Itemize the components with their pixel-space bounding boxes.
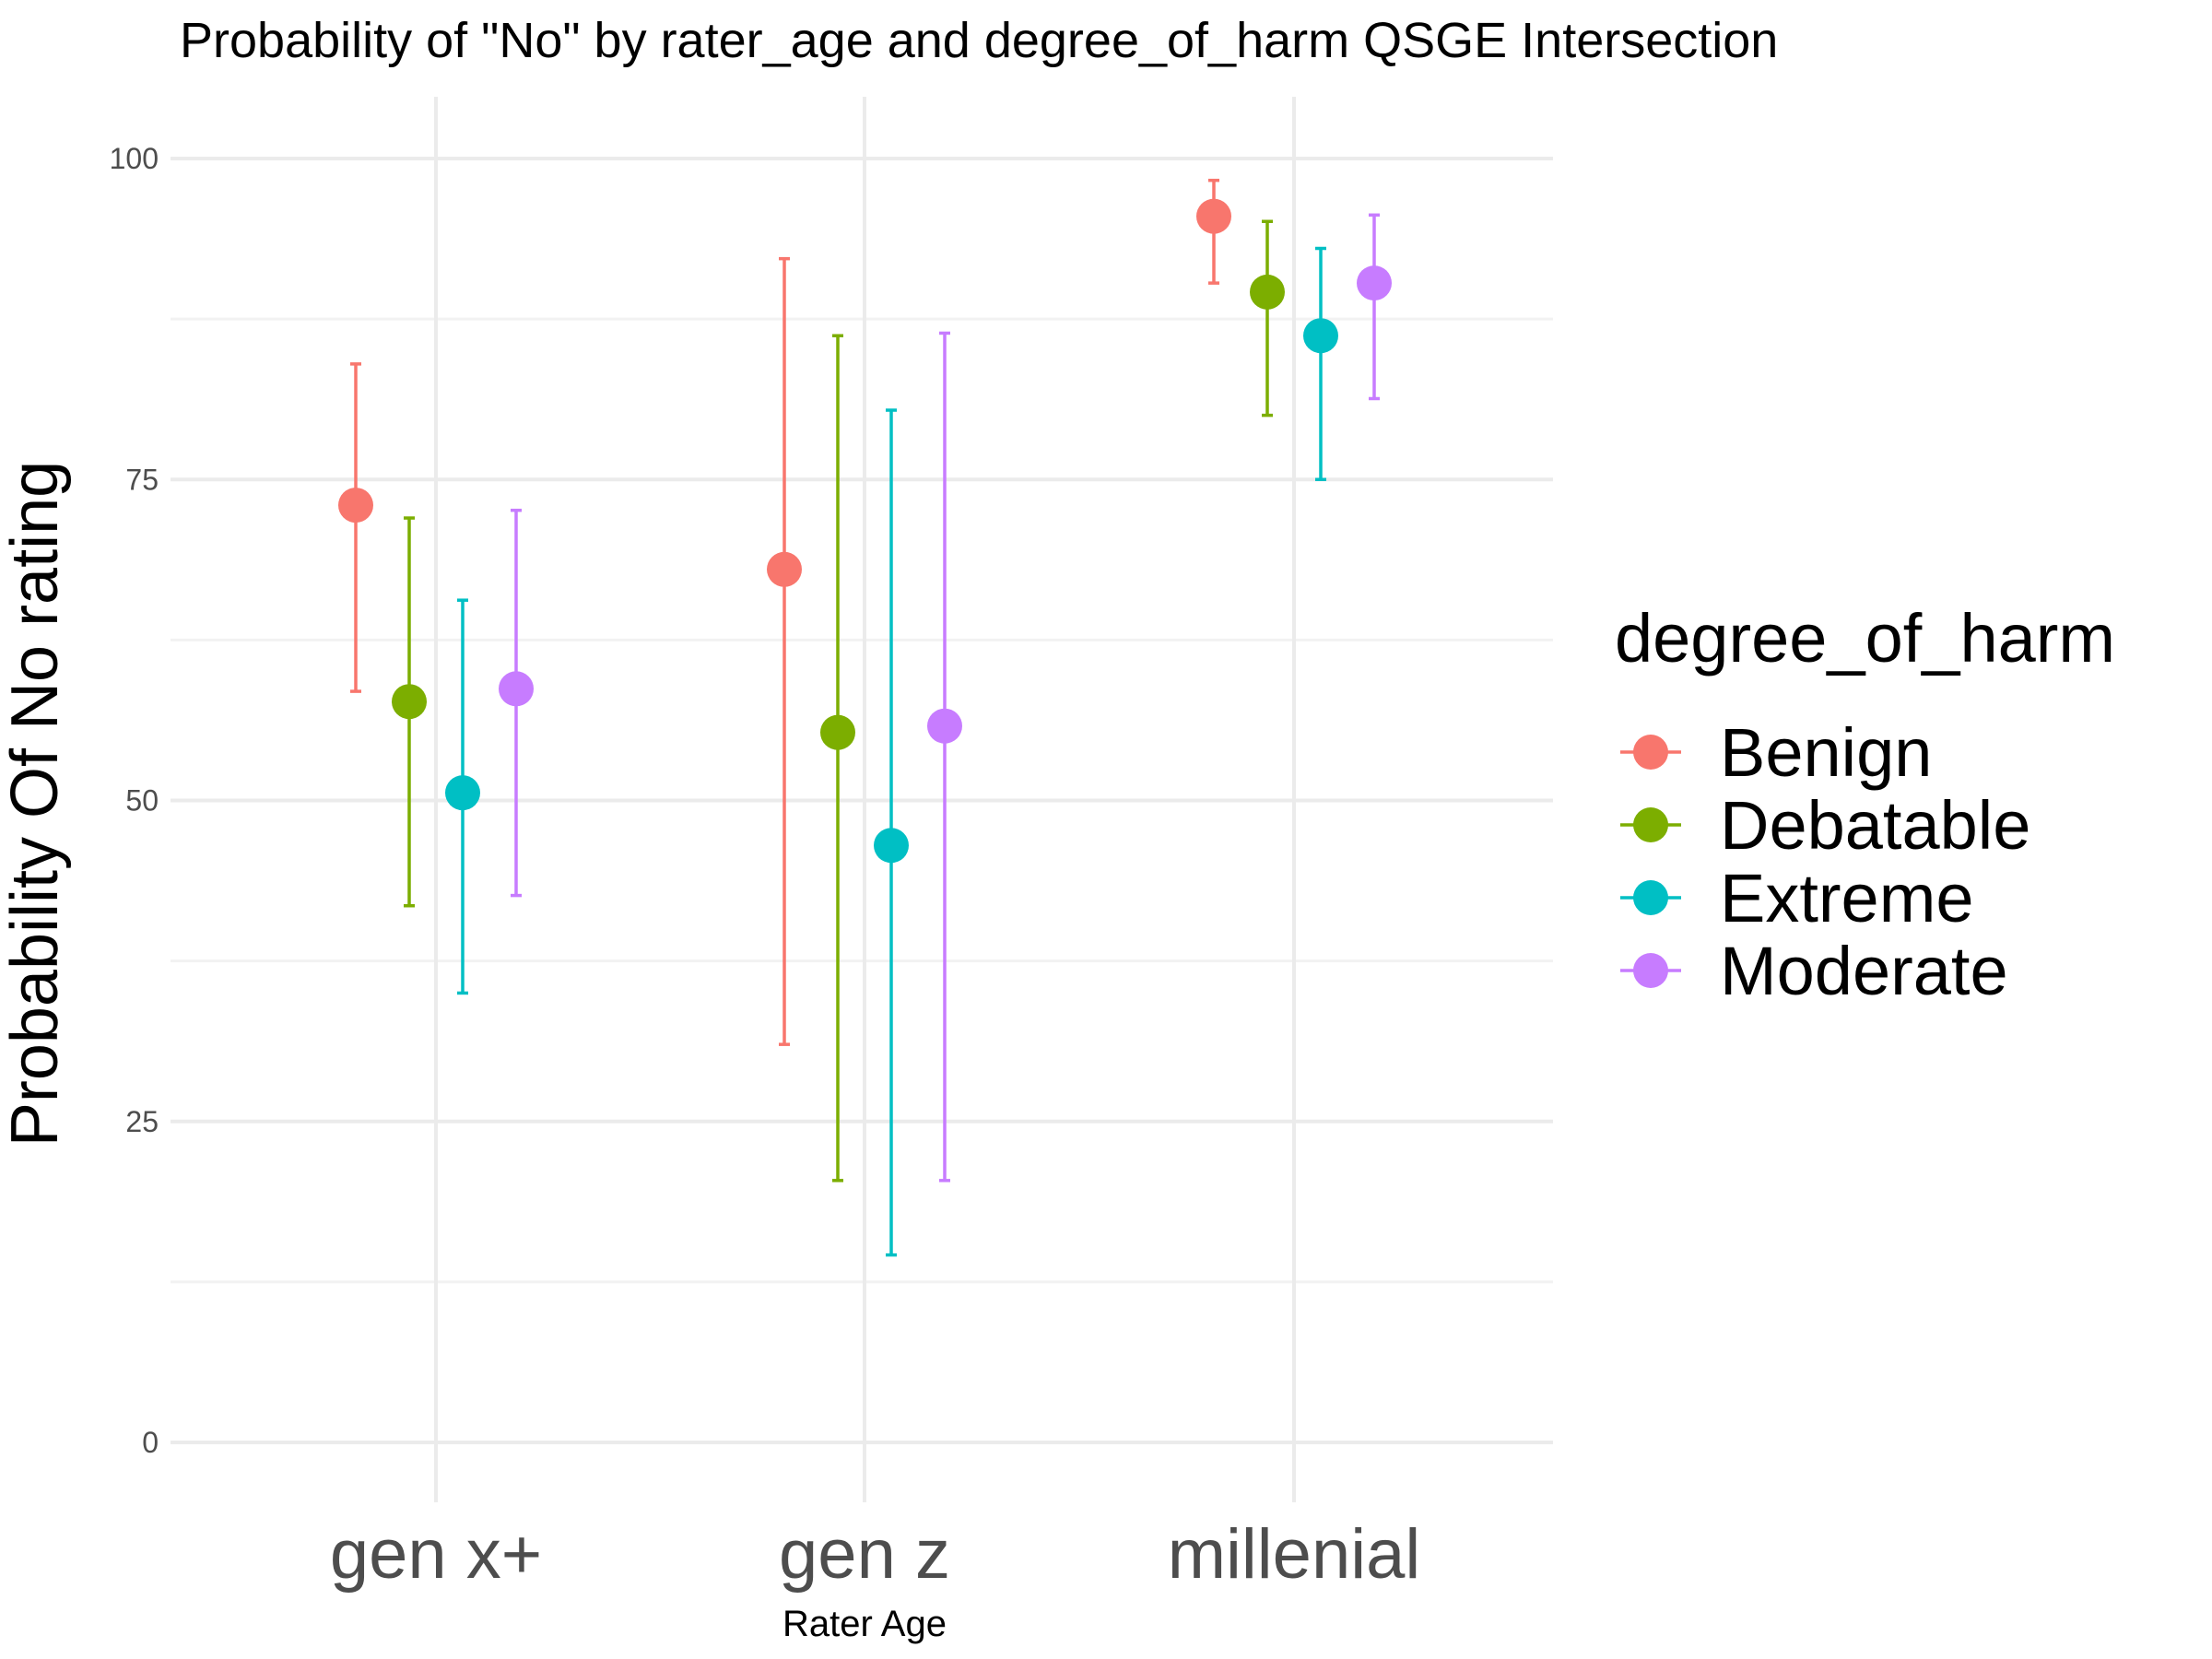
y-tick-label: 50 (125, 784, 159, 818)
data-point (1357, 265, 1392, 301)
data-point (1303, 318, 1338, 354)
legend-item-extreme: Extreme (1620, 860, 1974, 936)
x-tick-label: gen z (779, 1515, 950, 1594)
y-axis-label: Probability Of No rating (0, 461, 72, 1147)
data-point (874, 828, 909, 864)
legend-label: Benign (1720, 714, 1932, 791)
legend: degree_of_harm BenignDebatableExtremeMod… (1615, 600, 2115, 1009)
legend-key-point (1633, 735, 1668, 770)
data-point (1250, 274, 1285, 310)
legend-key-point (1633, 880, 1668, 915)
data-point (499, 671, 534, 707)
legend-key-point (1633, 807, 1668, 842)
legend-item-moderate: Moderate (1620, 933, 2008, 1009)
x-tick-label: gen x+ (330, 1515, 542, 1594)
grid-layer (171, 97, 1553, 1502)
y-tick-labels: 0 25 50 75 100 (110, 142, 159, 1459)
chart-title: Probability of "No" by rater_age and deg… (180, 13, 1778, 68)
legend-title: degree_of_harm (1615, 600, 2115, 677)
data-point (338, 488, 373, 524)
data-point (392, 684, 427, 720)
legend-label: Debatable (1720, 787, 2030, 864)
legend-label: Moderate (1720, 933, 2008, 1009)
data-point (820, 714, 855, 750)
data-marks (338, 178, 1392, 1257)
y-tick-label: 25 (125, 1105, 159, 1138)
legend-label: Extreme (1720, 860, 1974, 936)
series-moderate (499, 213, 1392, 1182)
series-benign (338, 178, 1231, 1046)
legend-item-benign: Benign (1620, 714, 1932, 791)
y-tick-label: 100 (110, 142, 159, 175)
data-point (767, 551, 802, 587)
y-tick-label: 0 (142, 1426, 159, 1459)
legend-key-point (1633, 953, 1668, 988)
data-point (445, 775, 480, 811)
data-point (927, 708, 962, 744)
series-debatable (392, 219, 1285, 1182)
series-extreme (445, 246, 1338, 1257)
x-axis-label: Rater Age (782, 1604, 947, 1644)
data-point (1196, 198, 1231, 234)
legend-item-debatable: Debatable (1620, 787, 2030, 864)
x-tick-label: millenial (1168, 1515, 1421, 1594)
x-tick-labels: gen x+ gen z millenial (330, 1515, 1420, 1594)
y-tick-label: 75 (125, 463, 159, 496)
